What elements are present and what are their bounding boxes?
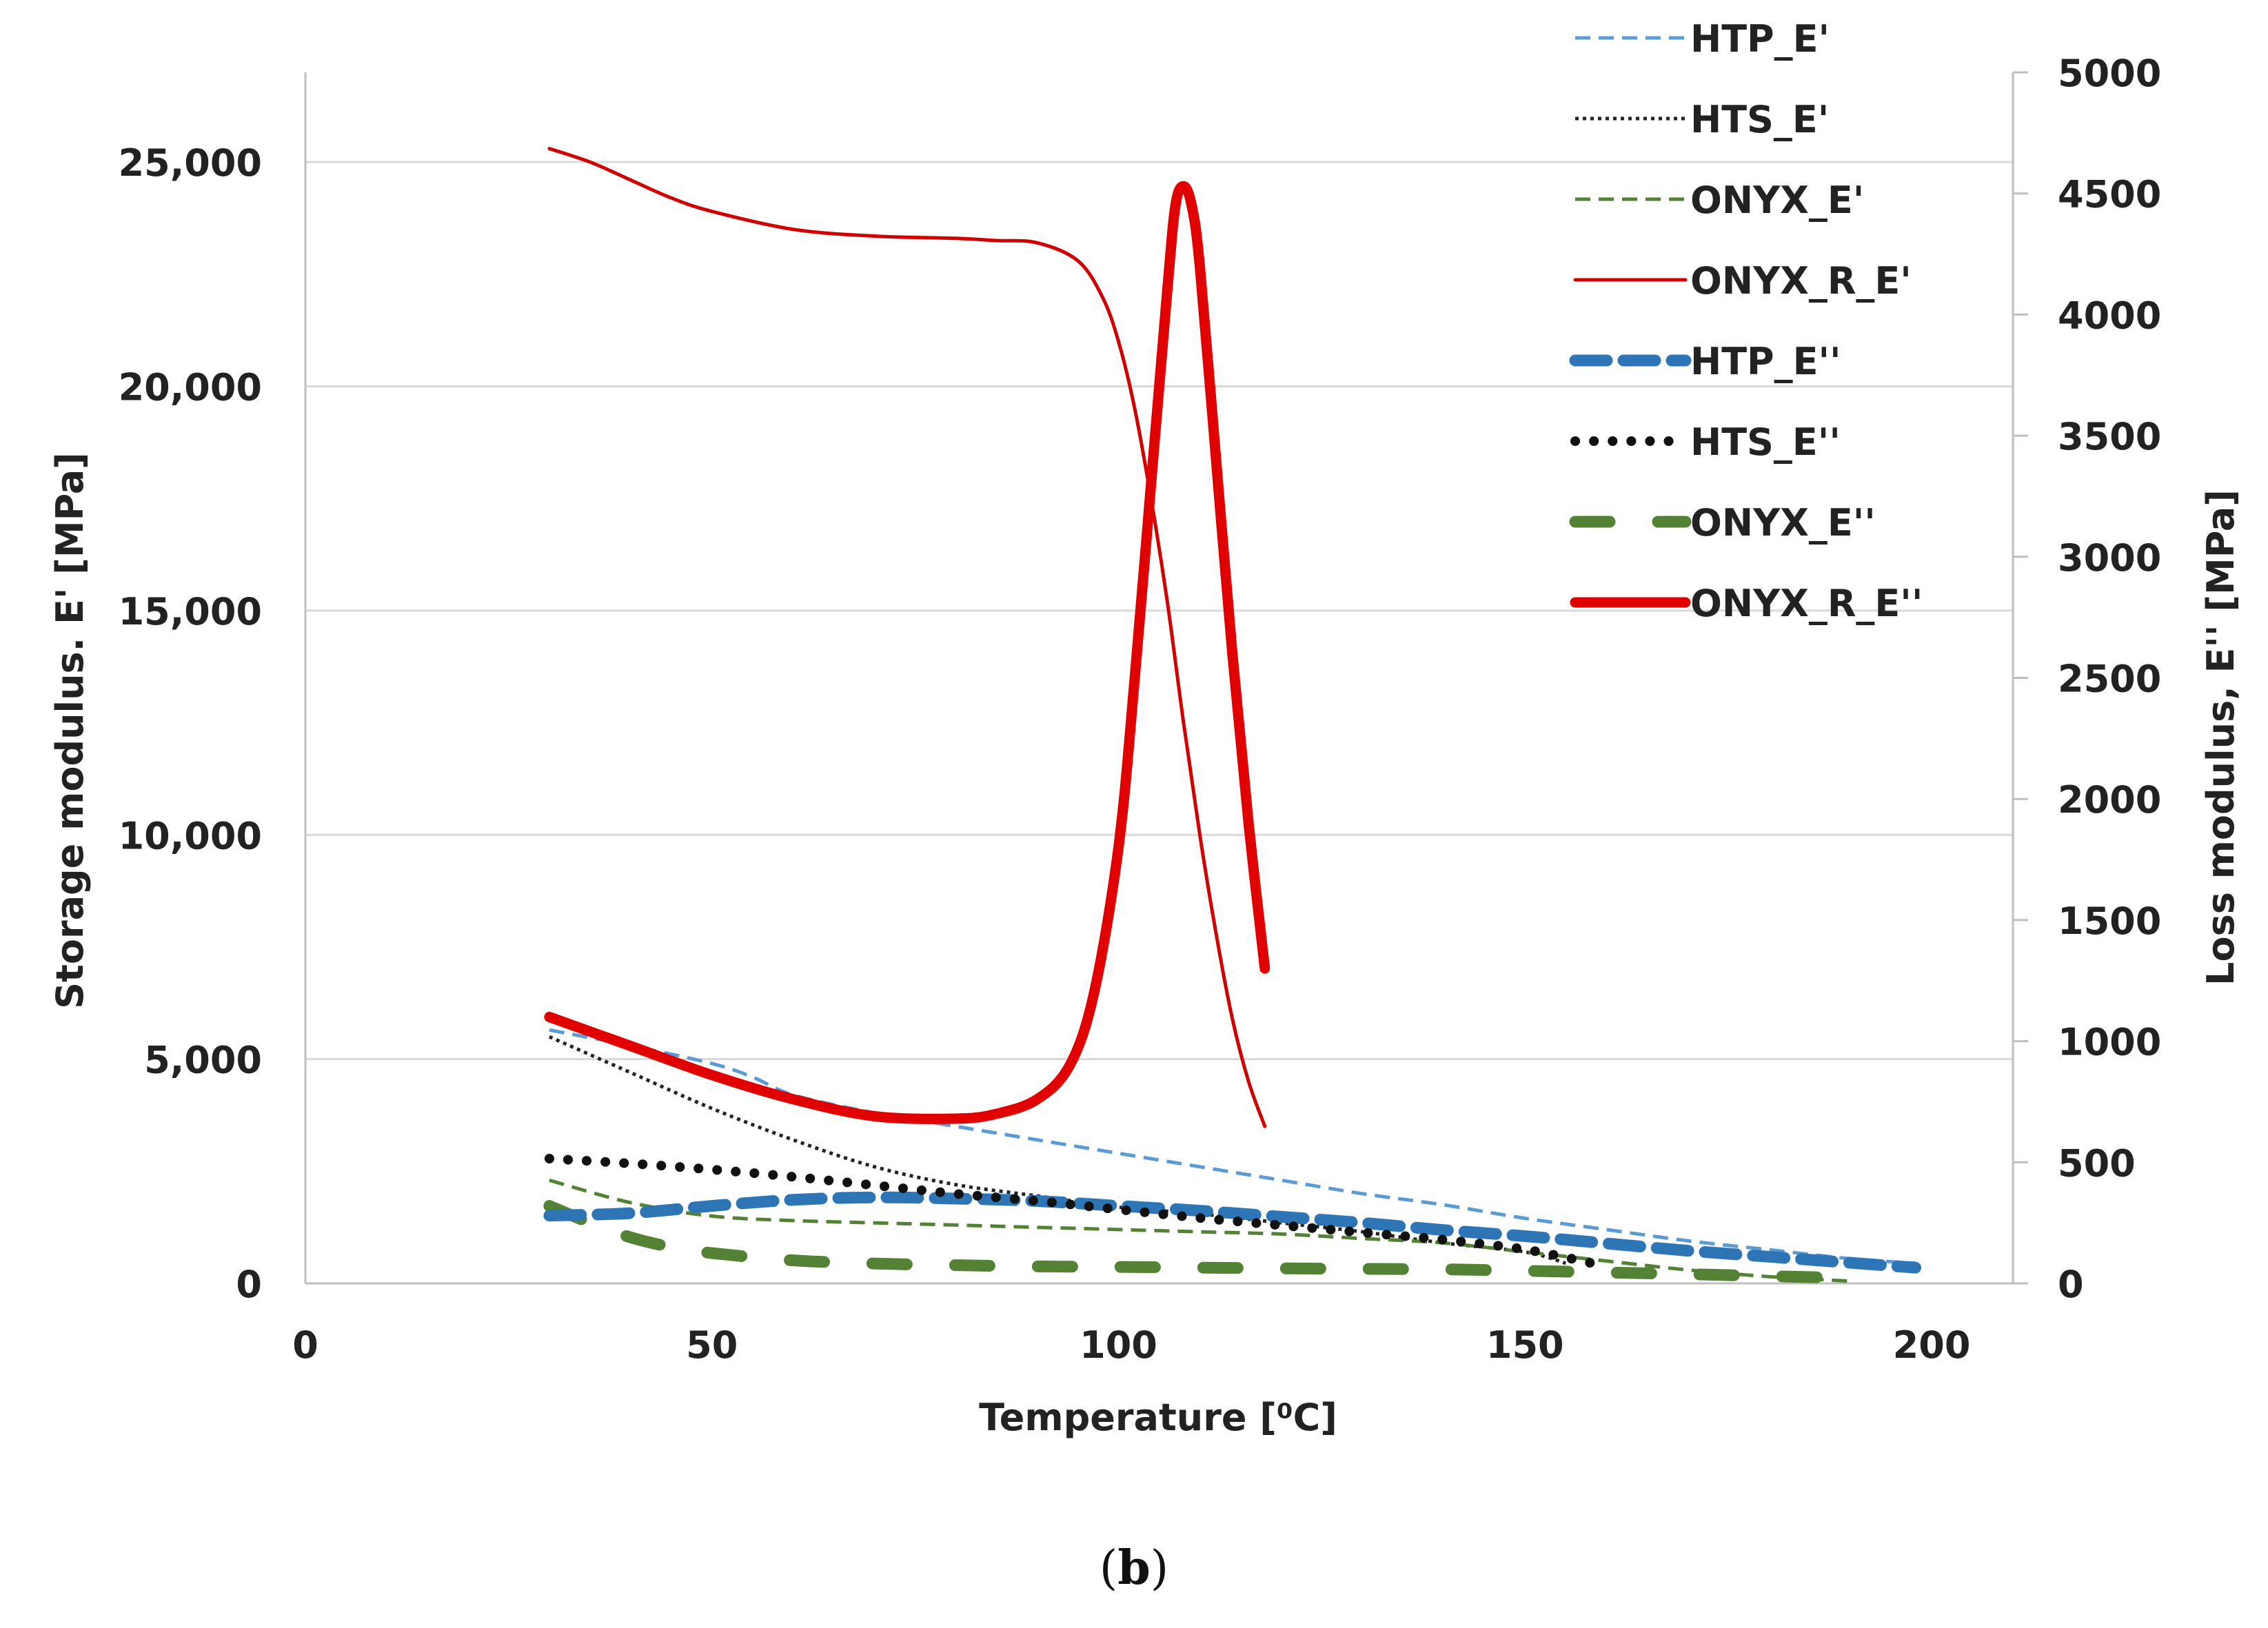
series-line-hts-e-loss (544, 1154, 1595, 1268)
y-right-tick-label: 1500 (2058, 899, 2161, 943)
legend: HTP_E' HTS_E' ONYX_E' ONYX_R_E' HTP_E'' HTS_E… (1569, 17, 1923, 625)
y-left-tick-label: 15,000 (119, 590, 262, 633)
legend-label-onyx-e-storage: ONYX_E' (1690, 179, 1864, 222)
x-tick-label: 150 (1486, 1323, 1564, 1367)
y-left-tick-label: 10,000 (119, 814, 262, 857)
series (543, 147, 1921, 1284)
legend-label-onyx-r-e-loss: ONYX_R_E'' (1690, 582, 1923, 625)
series-line-onyx-r-e-loss (544, 181, 1270, 1124)
series-line-onyx-e-storage (549, 1178, 1851, 1283)
x-tick-label: 100 (1080, 1323, 1157, 1367)
y-right-tick-label: 2000 (2058, 778, 2161, 822)
x-axis-title: Temperature [⁰C] (979, 1396, 1337, 1439)
axes (304, 72, 2014, 1285)
y-left-tick-label: 25,000 (119, 141, 262, 185)
legend-label-onyx-r-e-storage: ONYX_R_E' (1690, 259, 1912, 303)
y-right-tick-label: 4500 (2058, 173, 2161, 216)
legend-label-htp-e-storage: HTP_E' (1690, 17, 1830, 61)
legend-label-htp-e-loss: HTP_E'' (1690, 340, 1841, 383)
series-line-htp-e-loss (543, 1191, 1921, 1274)
series-line-onyx-r-e-storage (547, 147, 1267, 1128)
legend-label-onyx-e-loss: ONYX_E'' (1690, 501, 1876, 545)
x-tick-label: 0 (292, 1323, 318, 1367)
right-axis-title: Loss modulus, E'' [MPa] (2199, 489, 2242, 986)
y-right-tick-label: 500 (2058, 1141, 2136, 1185)
y-right-tick-label: 5000 (2058, 52, 2161, 95)
tick-labels: 0 50 100 150 20005,00010,00015,00020,00025,0… (119, 52, 2162, 1367)
y-right-tick-label: 2500 (2058, 658, 2161, 701)
x-tick-label: 200 (1893, 1323, 1971, 1367)
left-axis-title: Storage modulus. E' [MPa] (48, 452, 92, 1009)
y-left-tick-label: 0 (236, 1263, 262, 1306)
y-left-tick-label: 20,000 (119, 366, 262, 409)
y-right-tick-label: 3500 (2058, 415, 2161, 458)
series-line-htp-e-storage (549, 1028, 1916, 1265)
figure-caption: (b) (1099, 1540, 1169, 1596)
y-right-tick-label: 0 (2058, 1263, 2084, 1306)
y-left-tick-label: 5,000 (144, 1039, 262, 1082)
y-right-tick-label: 3000 (2058, 536, 2161, 580)
y-right-tick-label: 4000 (2058, 294, 2161, 337)
legend-label-hts-e-storage: HTS_E' (1690, 98, 1829, 141)
y-right-tick-label: 1000 (2058, 1021, 2161, 1064)
legend-label-hts-e-loss: HTS_E'' (1690, 420, 1841, 464)
x-tick-label: 50 (686, 1323, 738, 1367)
series-line-onyx-e-loss (543, 1200, 1856, 1284)
caption-letter: b (1117, 1540, 1151, 1596)
